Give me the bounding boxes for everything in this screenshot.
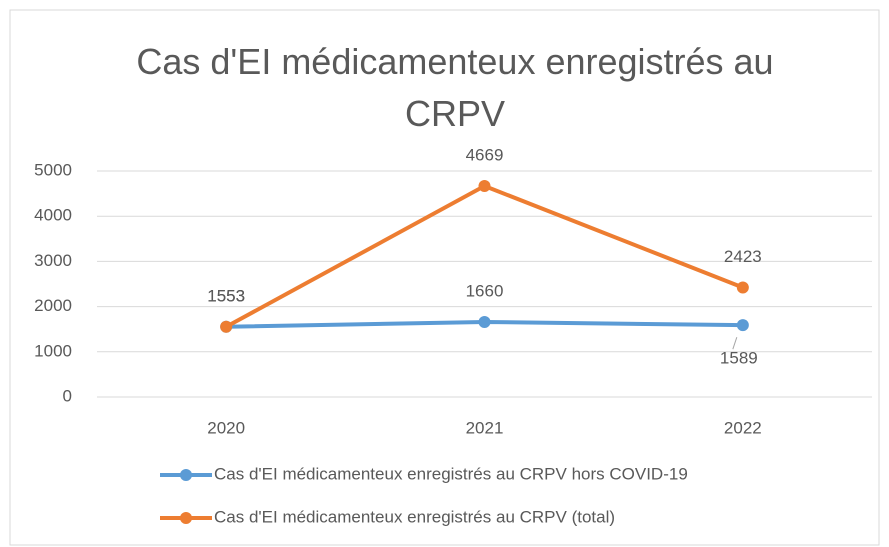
data-label: 4669: [466, 145, 504, 164]
y-tick-label: 5000: [34, 160, 72, 179]
y-tick-label: 0: [63, 386, 72, 405]
legend-label: Cas d'EI médicamenteux enregistrés au CR…: [214, 464, 688, 483]
chart-title: Cas d'EI médicamenteux enregistrés au CR…: [136, 41, 774, 134]
data-point: [736, 319, 749, 332]
data-point: [478, 315, 491, 328]
data-label: 1589: [720, 349, 758, 368]
leader-line: [732, 337, 738, 350]
y-tick-label: 4000: [34, 206, 72, 225]
x-tick-label: 2020: [207, 418, 245, 437]
data-label: 1553: [207, 286, 245, 305]
data-point: [220, 320, 233, 333]
y-tick-label: 3000: [34, 251, 72, 270]
y-tick-label: 1000: [34, 341, 72, 360]
chart-border: [9, 9, 880, 546]
x-tick-label: 2022: [724, 418, 762, 437]
data-label: 1553: [207, 286, 245, 305]
data-label: 2423: [724, 247, 762, 266]
data-label: 1660: [466, 281, 504, 300]
y-tick-label: 2000: [34, 296, 72, 315]
data-point: [736, 281, 749, 294]
legend-label: Cas d'EI médicamenteux enregistrés au CR…: [214, 507, 615, 526]
legend-marker: [180, 512, 192, 524]
data-point: [478, 179, 491, 192]
legend-marker: [180, 469, 192, 481]
x-tick-label: 2021: [466, 418, 504, 437]
